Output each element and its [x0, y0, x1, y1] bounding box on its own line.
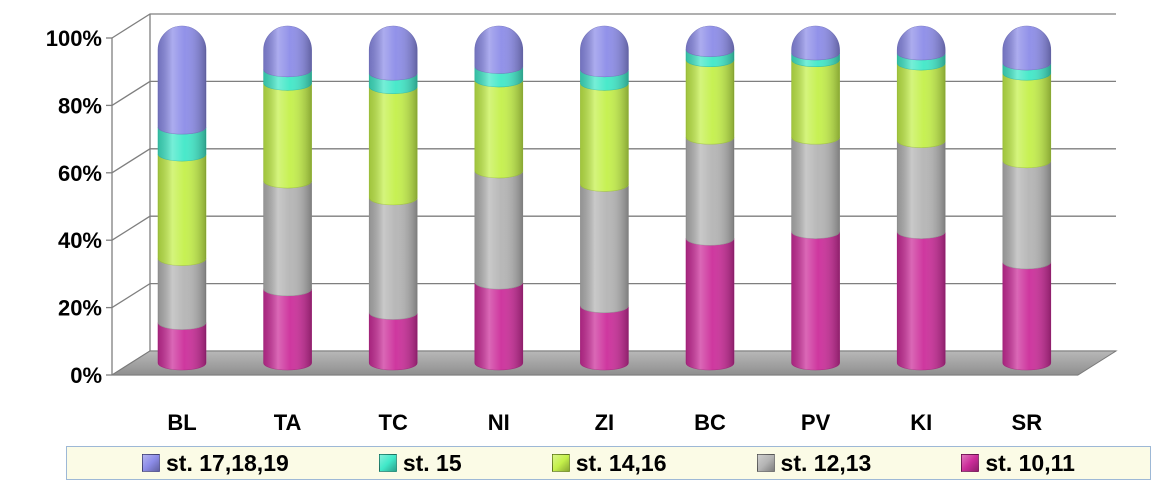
bar-segment-shading: [158, 127, 206, 162]
bar-segment-shading: [791, 26, 840, 60]
x-tick-label: BC: [694, 410, 726, 435]
y-tick-label: 0%: [70, 363, 102, 388]
legend-item: st. 15: [378, 449, 462, 477]
y-tick-label: 20%: [58, 296, 102, 321]
bar-segment-shading: [263, 69, 312, 91]
bar-segment-shading: [897, 63, 946, 148]
x-tick-label: TC: [379, 410, 408, 435]
bar-segment-shading: [580, 305, 629, 370]
bar-stack-zi: [580, 25, 629, 371]
bar-segment-shading: [158, 26, 206, 135]
bar-segment-shading: [686, 238, 734, 370]
bar-segment-shading: [158, 258, 206, 330]
bar-segment-shading: [158, 154, 206, 266]
bar-segment-shading: [263, 83, 312, 189]
bar-segment-shading: [897, 231, 946, 370]
legend-label: st. 14,16: [575, 449, 667, 476]
bar-segment-shading: [791, 231, 840, 370]
bar-segment-shading: [791, 59, 840, 145]
bar-segment-shading: [791, 52, 840, 67]
bar-segment-shading: [369, 26, 418, 81]
x-tick-label: BL: [167, 410, 196, 435]
bar-segment-shading: [263, 181, 312, 296]
bar-stack-ta: [263, 25, 312, 371]
bar-segment-shading: [369, 73, 418, 94]
legend-swatch: [142, 454, 161, 472]
x-axis-labels: BL TA TC NI ZI BC PV KI SR: [167, 410, 1042, 435]
legend: st. 17,18,19 st. 15 st. 14,16 st. 12,13 st. …: [66, 446, 1151, 480]
x-tick-label: SR: [1012, 410, 1043, 435]
bar-segment-shading: [1002, 160, 1051, 269]
y-tick-label: 100%: [46, 26, 102, 51]
bar-segment-shading: [686, 26, 734, 57]
legend-item: st. 10,11: [961, 450, 1075, 477]
bar-segment-shading: [686, 59, 734, 145]
bar-segment-shading: [1002, 73, 1051, 168]
bar-segment-shading: [686, 49, 734, 67]
bar-stack-sr: [1002, 25, 1052, 371]
bar-stack-ki: [896, 25, 946, 371]
legend-item: st. 12,13: [756, 449, 872, 477]
bars: [157, 25, 1052, 371]
bar-segment-shading: [263, 26, 312, 77]
legend-swatch: [961, 454, 980, 472]
bar-segment-shading: [897, 52, 946, 71]
bar-stack-tc: [368, 25, 418, 371]
x-tick-label: TA: [274, 410, 302, 435]
bar-segment-shading: [158, 322, 206, 370]
legend-item: st. 17,18,19: [142, 450, 289, 477]
legend-swatch: [378, 454, 397, 472]
bar-segment-shading: [791, 137, 840, 239]
stacked-bar-chart: 0% 20% 40% 60% 80% 100% BL TA TC NI ZI BC PV KI SR: [46, 13, 1118, 435]
legend-swatch: [756, 454, 775, 472]
bar-segment-shading: [474, 79, 523, 178]
bar-segment-shading: [263, 288, 312, 370]
legend-label: st. 10,11: [985, 449, 1075, 476]
legend-label: st. 17,18,19: [166, 449, 289, 476]
x-tick-label: KI: [910, 410, 932, 435]
bar-segment-shading: [1002, 261, 1051, 370]
bar-segment-shading: [580, 26, 629, 77]
bar-segment-shading: [686, 137, 734, 246]
x-tick-label: ZI: [595, 410, 615, 435]
legend-item: st. 14,16: [551, 449, 667, 477]
bar-segment-shading: [580, 83, 629, 192]
y-tick-label: 40%: [58, 228, 102, 253]
bar-stack-ni: [474, 25, 524, 371]
bar-stack-bc: [685, 25, 735, 371]
bar-stack-pv: [791, 25, 840, 371]
bar-segment-shading: [474, 282, 523, 370]
legend-label: st. 12,13: [780, 449, 872, 476]
bar-segment-shading: [474, 26, 523, 74]
legend-label: st. 15: [402, 449, 462, 476]
bar-segment-shading: [580, 69, 629, 91]
bar-segment-shading: [369, 86, 418, 205]
bar-segment-shading: [1002, 25, 1051, 71]
legend-swatch: [551, 454, 570, 472]
y-tick-label: 60%: [58, 161, 102, 186]
bar-segment-shading: [897, 140, 946, 239]
bar-segment-shading: [474, 66, 523, 87]
bar-segment-shading: [1002, 63, 1051, 81]
bar-segment-shading: [474, 170, 523, 290]
y-axis: 0% 20% 40% 60% 80% 100%: [46, 26, 113, 388]
bar-segment-shading: [369, 197, 418, 320]
bar-segment-shading: [897, 26, 946, 60]
y-tick-label: 80%: [58, 93, 102, 118]
x-tick-label: PV: [801, 410, 831, 435]
bar-segment-shading: [580, 184, 629, 313]
bar-stack-bl: [157, 25, 207, 371]
bar-segment-shading: [369, 312, 418, 370]
x-tick-label: NI: [488, 410, 510, 435]
